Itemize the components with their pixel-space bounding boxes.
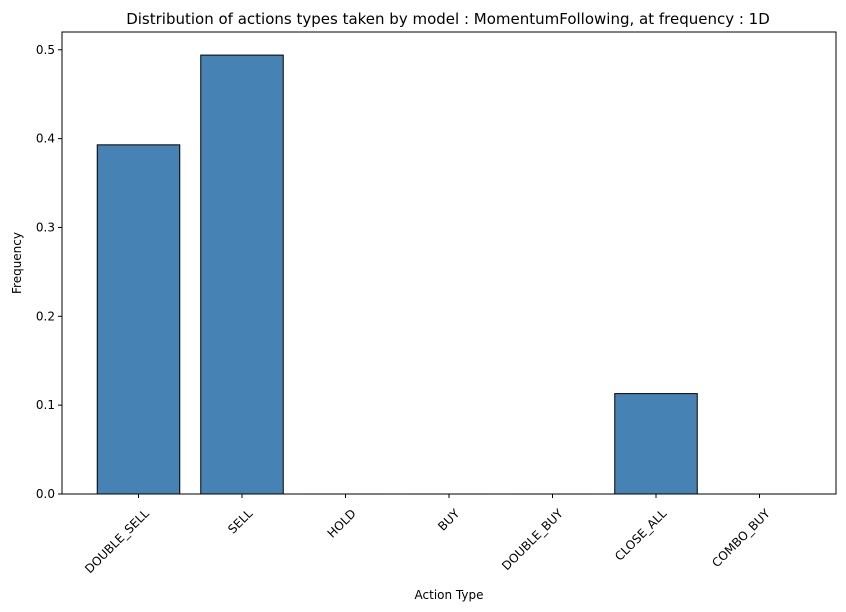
y-axis-ticks: 0.0 0.1 0.2 0.3 0.4 0.5 — [36, 43, 62, 501]
x-tick-label: HOLD — [325, 506, 359, 540]
y-axis-label: Frequency — [10, 232, 24, 294]
chart-title: Distribution of actions types taken by m… — [126, 10, 770, 28]
x-axis-ticks: DOUBLE_SELL SELL HOLD BUY DOUBLE_BUY CLOSE_AL… — [82, 494, 773, 576]
y-tick-label: 0.2 — [36, 309, 55, 323]
x-tick-label: DOUBLE_SELL — [82, 506, 152, 576]
x-axis-label: Action Type — [415, 588, 484, 602]
x-tick-label: CLOSE_ALL — [612, 506, 669, 563]
plot-frame — [61, 31, 837, 495]
y-tick-label: 0.0 — [36, 487, 55, 501]
y-tick-label: 0.3 — [36, 220, 55, 234]
bar-sell — [200, 54, 284, 495]
bar-close-all — [614, 393, 698, 495]
x-tick-label: COMBO_BUY — [709, 506, 773, 570]
bars-group — [96, 54, 802, 495]
x-tick-label: BUY — [435, 506, 463, 534]
x-tick-label: SELL — [225, 506, 255, 536]
y-tick-label: 0.1 — [36, 398, 55, 412]
bar-double-sell — [96, 144, 181, 495]
x-tick-label: DOUBLE_BUY — [499, 506, 566, 573]
y-tick-label: 0.5 — [36, 43, 55, 57]
y-tick-label: 0.4 — [36, 132, 55, 146]
